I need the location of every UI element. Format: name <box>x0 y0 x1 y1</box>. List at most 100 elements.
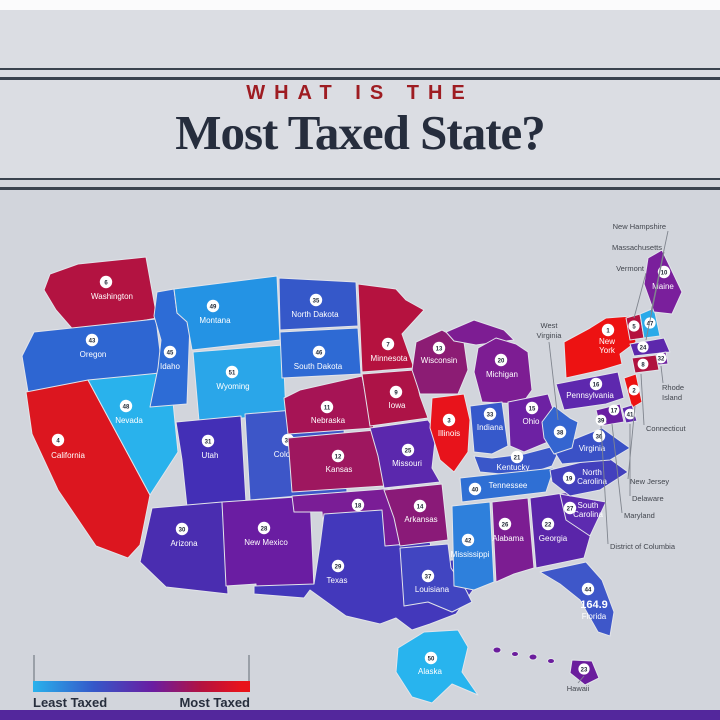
rank-number: 12 <box>335 454 342 460</box>
state-fill[interactable] <box>429 393 471 473</box>
outside-label-massachusetts: Massachusetts <box>612 243 662 252</box>
rank-number: 30 <box>179 527 186 533</box>
state-fill[interactable] <box>383 483 449 547</box>
state-fill[interactable] <box>511 651 519 657</box>
state-fill[interactable] <box>539 561 615 637</box>
state-indiana[interactable]: 33 Indiana <box>469 401 509 455</box>
state-fill[interactable] <box>173 275 281 351</box>
state-mississippi[interactable]: 42 Mississippi <box>451 501 495 591</box>
state-wyoming[interactable]: 51 Wyoming <box>192 344 287 422</box>
rank-badge <box>498 517 512 531</box>
rank-number: 28 <box>261 526 268 532</box>
state-tennessee[interactable]: 40 Tennessee <box>459 467 555 503</box>
state-alabama[interactable]: 26 Alabama <box>491 497 535 583</box>
state-washington[interactable]: 6 Washington <box>43 256 158 334</box>
state-michigan[interactable]: 20 Michigan <box>445 319 533 405</box>
state-florida[interactable]: 44 164.9 Florida <box>539 561 615 637</box>
rank-number: 3 <box>447 418 451 424</box>
legend: Least Taxed Most Taxed <box>33 655 250 710</box>
state-south-carolina[interactable]: 27 South Carolina <box>559 493 607 537</box>
state-montana[interactable]: 49 Montana <box>173 275 281 351</box>
rank-number: 42 <box>465 538 472 544</box>
state-arkansas[interactable]: 14 Arkansas <box>383 483 449 547</box>
rank-number: 5 <box>632 324 636 330</box>
state-massachusetts[interactable]: 24 <box>629 337 671 357</box>
state-alaska[interactable]: 50 Alaska <box>395 629 479 704</box>
state-label: Mississippi <box>451 550 490 559</box>
state-fill[interactable] <box>175 415 247 508</box>
state-fill[interactable] <box>139 501 229 595</box>
state-connecticut[interactable]: 8 <box>631 354 660 374</box>
state-label: New Mexico <box>244 538 288 547</box>
state-new-jersey[interactable]: 2 <box>623 373 643 409</box>
state-fill[interactable] <box>492 646 502 654</box>
rank-badge <box>257 521 271 535</box>
legend-gradient-bar <box>33 681 250 692</box>
state-label: Iowa <box>389 401 406 410</box>
rank-number: 26 <box>502 522 509 528</box>
state-kentucky[interactable]: 21 Kentucky <box>473 443 563 477</box>
state-fill[interactable] <box>357 283 425 373</box>
rank-number: 27 <box>567 506 574 512</box>
rank-badge <box>637 358 649 370</box>
leader-line-rhode-island <box>660 365 664 384</box>
state-utah[interactable]: 31 Utah <box>175 415 247 508</box>
outside-label-west-virginia: Virginia <box>537 331 563 340</box>
rank-badge <box>331 559 345 573</box>
state-fill[interactable] <box>555 371 625 411</box>
state-pennsylvania[interactable]: 16 Pennsylvania <box>555 371 625 411</box>
state-label: South <box>578 501 599 510</box>
state-rhode-island[interactable]: 32 <box>655 351 669 366</box>
header-rule-top <box>0 68 720 80</box>
outside-label-rhode-island: Rhode <box>662 383 684 392</box>
rank-badge <box>655 352 667 364</box>
state-fill[interactable] <box>563 315 637 379</box>
state-missouri[interactable]: 25 Missouri <box>369 419 441 489</box>
state-fill[interactable] <box>459 467 555 503</box>
state-arizona[interactable]: 30 Arizona <box>139 501 229 595</box>
state-north-dakota[interactable]: 35 North Dakota <box>278 277 359 331</box>
state-fill[interactable] <box>469 401 509 455</box>
state-fill[interactable] <box>547 658 555 664</box>
state-kansas[interactable]: 12 Kansas <box>287 429 385 493</box>
state-new-hampshire[interactable]: 47 <box>639 307 661 339</box>
rank-badge <box>351 498 365 512</box>
state-label: Michigan <box>486 370 518 379</box>
state-south-dakota[interactable]: 46 South Dakota <box>279 327 362 379</box>
state-fill[interactable] <box>473 337 533 405</box>
state-label: Tennessee <box>489 481 528 490</box>
state-fill[interactable] <box>528 653 538 661</box>
state-nebraska[interactable]: 11 Nebraska <box>283 375 375 435</box>
state-maine[interactable]: 10 Maine <box>643 249 683 315</box>
state-fill[interactable] <box>399 543 473 613</box>
state-vermont[interactable]: 5 <box>625 313 645 341</box>
header-kicker: WHAT IS THE <box>246 82 474 104</box>
state-minnesota[interactable]: 7 Minnesota <box>357 283 425 373</box>
state-district-of-columbia[interactable]: 39 <box>595 414 607 426</box>
rank-badge <box>644 317 656 329</box>
outside-label-maryland: Maryland <box>624 511 655 520</box>
state-fill[interactable] <box>395 629 479 704</box>
state-louisiana[interactable]: 37 Louisiana <box>399 543 473 613</box>
rank-badge <box>442 413 456 427</box>
state-fill[interactable] <box>451 501 495 591</box>
state-label: Oregon <box>80 350 107 359</box>
rank-number: 20 <box>498 358 505 364</box>
state-label: Illinois <box>438 429 460 438</box>
state-wisconsin[interactable]: 13 Wisconsin <box>411 329 469 395</box>
rank-number: 48 <box>123 404 130 410</box>
state-delaware[interactable]: 41 <box>621 404 638 424</box>
state-label: New <box>599 337 615 346</box>
state-illinois[interactable]: 3 Illinois <box>429 393 471 473</box>
rank-number: 16 <box>593 382 600 388</box>
outside-label-delaware: Delaware <box>632 494 664 503</box>
rank-badge <box>553 425 567 439</box>
rank-badge <box>608 404 620 416</box>
state-new-york[interactable]: 1 New York <box>563 315 637 379</box>
state-iowa[interactable]: 9 Iowa <box>361 369 429 427</box>
state-fill[interactable] <box>551 427 631 465</box>
outside-label-connecticut: Connecticut <box>646 424 687 433</box>
leader-line-vermont <box>633 272 647 319</box>
state-hawaii[interactable]: 23 <box>492 646 600 686</box>
